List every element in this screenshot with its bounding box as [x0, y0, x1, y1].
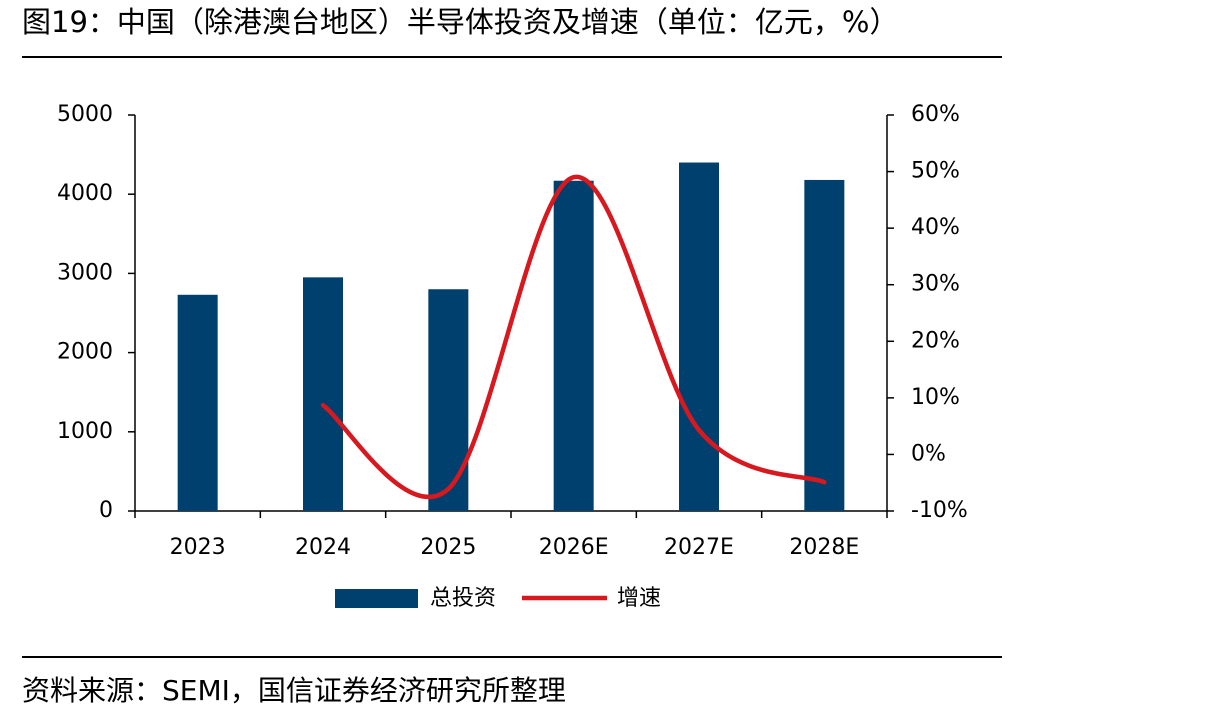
- y2-tick-label: 20%: [911, 328, 960, 353]
- line: [320, 174, 827, 500]
- bar: [177, 294, 218, 511]
- y-tick-label: 1000: [57, 419, 113, 444]
- y2-tick-label: 10%: [911, 385, 960, 410]
- bar: [303, 277, 343, 511]
- legend-swatch: [335, 589, 418, 608]
- y2-tick-label: 60%: [911, 102, 960, 127]
- legend-label: 总投资: [430, 586, 496, 611]
- y2-tick-label: 40%: [911, 215, 960, 240]
- x-tick-label: 2026E: [539, 535, 609, 560]
- chart-title: 图19：中国（除港澳台地区）半导体投资及增速（单位：亿元，%）: [22, 5, 898, 39]
- bar: [679, 162, 719, 511]
- y-tick-label: 0: [99, 498, 113, 523]
- x-tick-label: 2024: [295, 535, 351, 560]
- source: 资料来源：SEMI，国信证券经济研究所整理: [22, 674, 566, 707]
- legend-label: 增速: [617, 586, 661, 611]
- y-tick-label: 2000: [57, 340, 113, 365]
- x-tick-label: 2025: [420, 535, 476, 560]
- bar: [804, 179, 845, 511]
- y2-tick-label: -10%: [911, 498, 968, 523]
- y2-tick-label: 30%: [911, 272, 960, 297]
- y-tick-label: 3000: [57, 260, 113, 285]
- x-tick-label: 2027E: [664, 535, 734, 560]
- y-tick-label: 5000: [57, 102, 113, 127]
- x-tick-label: 2023: [170, 535, 226, 560]
- x-tick-label: 2028E: [789, 535, 859, 560]
- y-tick-label: 4000: [57, 181, 113, 206]
- y2-tick-label: 0%: [911, 441, 946, 466]
- bar: [428, 289, 469, 511]
- y2-tick-label: 50%: [911, 159, 960, 184]
- bar: [553, 180, 594, 511]
